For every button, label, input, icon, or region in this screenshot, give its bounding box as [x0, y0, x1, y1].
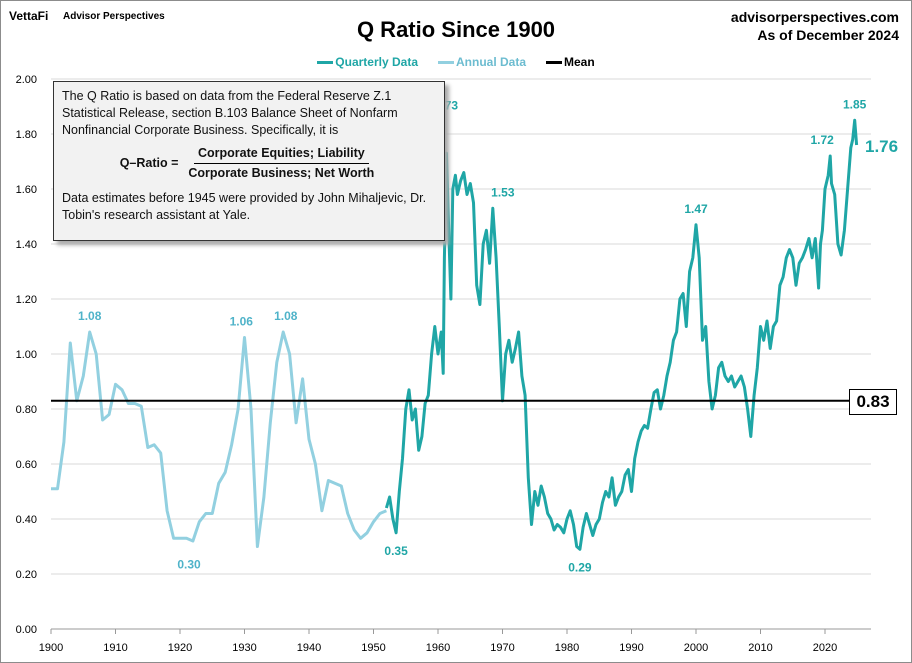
y-tick-label: 1.80 [16, 129, 37, 141]
x-tick-label: 2020 [813, 642, 837, 654]
x-tick-label: 1930 [232, 642, 256, 654]
x-tick-label: 1910 [103, 642, 127, 654]
data-label: 1.85 [843, 97, 867, 111]
y-tick-label: 0.60 [16, 459, 37, 471]
x-tick-label: 1970 [490, 642, 514, 654]
site-name: advisorperspectives.com [730, 9, 899, 25]
formula: Q–Ratio = Corporate Equities; Liability C… [62, 145, 436, 182]
data-label: 1.72 [810, 133, 834, 147]
y-tick-label: 1.20 [16, 294, 37, 306]
data-label: 0.35 [384, 544, 408, 558]
legend-mean: Mean [546, 55, 595, 69]
note-box: The Q Ratio is based on data from the Fe… [53, 81, 445, 241]
as-of-date: As of December 2024 [757, 27, 899, 43]
legend-annual: Annual Data [438, 55, 526, 69]
data-label: 1.08 [78, 309, 102, 323]
data-label: 1.08 [274, 309, 298, 323]
x-tick-label: 1940 [297, 642, 321, 654]
legend-quarterly: Quarterly Data [317, 55, 418, 69]
y-tick-label: 1.60 [16, 184, 37, 196]
formula-denominator: Corporate Business; Net Worth [188, 166, 375, 180]
data-label: 1.53 [491, 185, 515, 199]
x-tick-label: 2010 [748, 642, 772, 654]
logo-subtitle: Advisor Perspectives [63, 11, 165, 22]
y-tick-label: 1.00 [16, 349, 37, 361]
legend: Quarterly Data Annual Data Mean [1, 55, 911, 69]
data-label: 1.06 [230, 315, 254, 329]
y-tick-label: 0.20 [16, 569, 37, 581]
note-text-1: The Q Ratio is based on data from the Fe… [62, 89, 398, 137]
y-tick-label: 0.80 [16, 404, 37, 416]
mean-value-label: 0.83 [849, 389, 897, 415]
data-label: 0.30 [177, 558, 201, 572]
data-label: 1.47 [684, 202, 708, 216]
latest-value-label: 1.76 [865, 137, 898, 156]
y-tick-label: 1.40 [16, 239, 37, 251]
chart-title: Q Ratio Since 1900 [356, 17, 556, 42]
y-tick-label: 0.00 [16, 624, 37, 636]
x-tick-label: 1900 [39, 642, 63, 654]
x-tick-label: 1960 [426, 642, 450, 654]
quarterly-series-line [384, 118, 859, 551]
x-tick-label: 1950 [361, 642, 385, 654]
formula-lhs: Q–Ratio = [119, 156, 179, 170]
note-text-2: Data estimates before 1945 were provided… [62, 191, 427, 222]
vettafi-logo: VettaFi [9, 9, 49, 23]
y-tick-label: 2.00 [16, 74, 37, 86]
data-label: 0.29 [568, 560, 592, 574]
formula-numerator: Corporate Equities; Liability [194, 145, 369, 164]
x-tick-label: 1980 [555, 642, 579, 654]
x-tick-label: 1920 [168, 642, 192, 654]
y-tick-label: 0.40 [16, 514, 37, 526]
annual-series-line [51, 330, 387, 548]
x-tick-label: 2000 [684, 642, 708, 654]
x-tick-label: 1990 [619, 642, 643, 654]
